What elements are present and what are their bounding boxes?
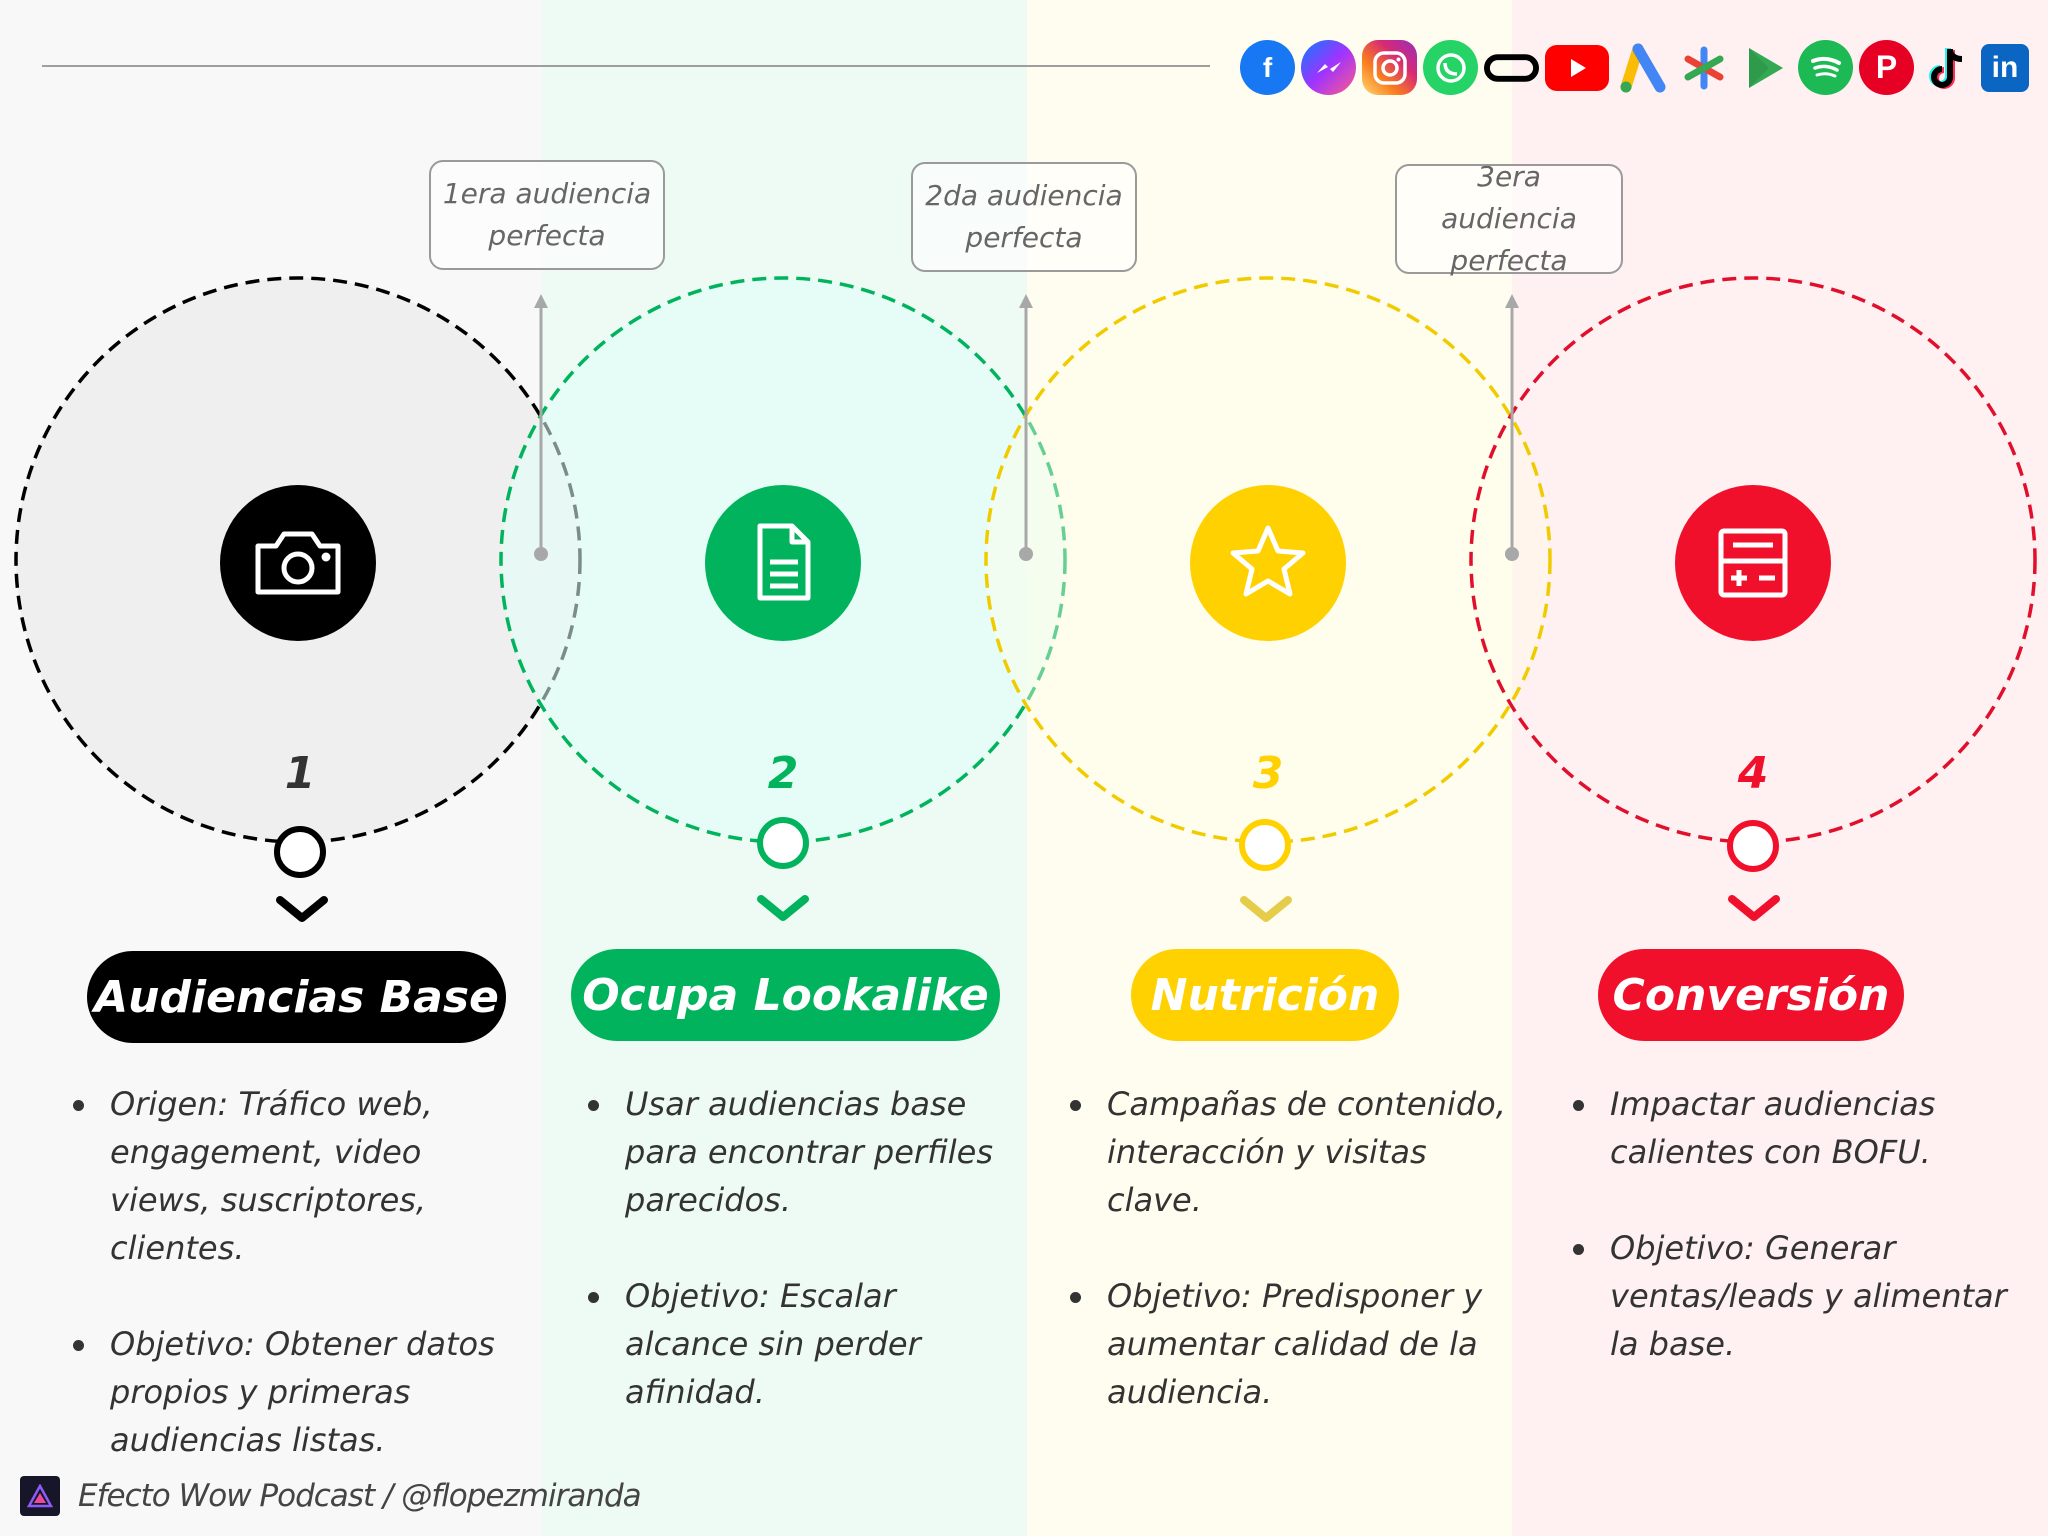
stage-4-title: Conversión <box>1598 949 1904 1041</box>
callout-2: 2da audiencia perfecta <box>911 162 1137 272</box>
stage-4-bullet: Impactar audiencias calientes con BOFU. <box>1570 1080 2010 1176</box>
callout-1: 1era audiencia perfecta <box>429 160 665 270</box>
header-divider <box>42 65 1210 67</box>
stage-3-bullet: Campañas de contenido, interacción y vis… <box>1067 1080 1507 1224</box>
tiktok-icon <box>1920 40 1975 95</box>
calculator-icon <box>1718 528 1788 598</box>
stage-1-icon-disc <box>220 485 376 641</box>
stage-3-bullet: Objetivo: Predisponer y aumentar calidad… <box>1067 1272 1507 1416</box>
stage-3-icon-disc <box>1190 485 1346 641</box>
stage-2-bullet: Objetivo: Escalar alcance sin perder afi… <box>585 1272 1015 1416</box>
asterisk-icon <box>1676 40 1731 95</box>
camera-icon <box>255 531 341 595</box>
star-icon <box>1230 525 1306 597</box>
stage-3-bullets: Campañas de contenido, interacción y vis… <box>1067 1080 1507 1464</box>
linkedin-icon: in <box>1981 43 2029 92</box>
stage-1-bullets: Origen: Tráfico web, engagement, video v… <box>70 1080 520 1512</box>
stage-2-bullet: Usar audiencias base para encontrar perf… <box>585 1080 1015 1224</box>
google-ads-icon <box>1615 40 1670 95</box>
facebook-icon: f <box>1240 40 1295 95</box>
stage-4-bullets: Impactar audiencias calientes con BOFU. … <box>1570 1080 2010 1416</box>
document-icon <box>757 523 811 601</box>
instagram-icon <box>1362 40 1417 95</box>
stage-1-bullet: Objetivo: Obtener datos propios y primer… <box>70 1320 520 1464</box>
stage-2-title: Ocupa Lookalike <box>571 949 1000 1041</box>
stage-2-number: 2 <box>767 748 799 799</box>
spotify-icon <box>1798 40 1853 95</box>
messenger-icon <box>1301 40 1356 95</box>
stage-3-number: 3 <box>1252 748 1284 799</box>
stage-4-number: 4 <box>1737 748 1769 799</box>
stage-2-connector <box>757 817 809 921</box>
google-play-icon <box>1737 40 1792 95</box>
stage-1-number: 1 <box>284 748 316 799</box>
stage-3-connector <box>1239 819 1292 922</box>
stage-4-bullet: Objetivo: Generar ventas/leads y aliment… <box>1570 1224 2010 1368</box>
social-icons-bar: f P in <box>1240 40 2029 95</box>
stage-2-bullets: Usar audiencias base para encontrar perf… <box>585 1080 1015 1464</box>
whatsapp-icon <box>1423 40 1478 95</box>
footer-credit: Efecto Wow Podcast / @flopezmiranda <box>78 1478 642 1514</box>
podcast-logo <box>20 1476 60 1516</box>
pinterest-icon: P <box>1859 40 1914 95</box>
stage-3-title: Nutrición <box>1131 949 1399 1041</box>
footer: Efecto Wow Podcast / @flopezmiranda <box>20 1476 642 1516</box>
stage-1-bullet: Origen: Tráfico web, engagement, video v… <box>70 1080 520 1272</box>
youtube-icon <box>1545 44 1609 91</box>
callout-3: 3era audiencia perfecta <box>1395 160 1623 277</box>
stage-4-connector <box>1727 820 1780 921</box>
threads-icon <box>1484 40 1539 95</box>
stage-1-title: Audiencias Base <box>87 951 506 1043</box>
stage-1-connector <box>274 826 328 922</box>
